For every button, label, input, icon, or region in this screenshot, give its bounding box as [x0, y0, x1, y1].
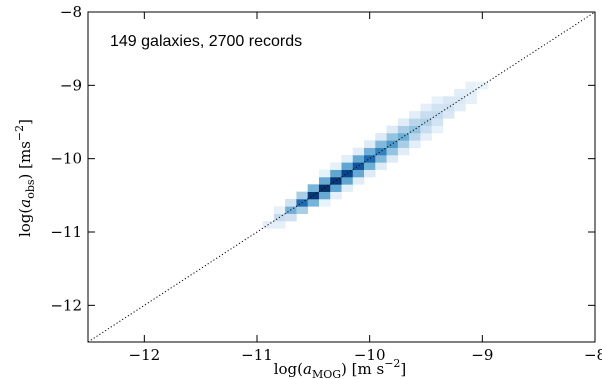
- heatmap-cell: [307, 184, 320, 192]
- heatmap-cell: [409, 140, 421, 148]
- heatmap-cell: [352, 155, 365, 163]
- heatmap-cell: [409, 111, 421, 119]
- y-axis-label: log(aobs) [ms−2]: [13, 119, 37, 237]
- plot-frame: [87, 11, 596, 343]
- heatmap-cell: [397, 125, 410, 134]
- heatmap-cell: [330, 184, 342, 192]
- heatmap-cell: [330, 191, 342, 200]
- heatmap-cell: [431, 118, 444, 126]
- heatmap-cell: [285, 213, 297, 222]
- heatmap-cell: [352, 169, 365, 178]
- heatmap-cell: [285, 199, 297, 207]
- heatmap-cell: [409, 118, 421, 126]
- heatmap-cell: [307, 199, 320, 207]
- identity-line: [87, 11, 596, 343]
- y-tick-label: −12: [50, 296, 82, 314]
- heatmap-cell: [386, 147, 399, 156]
- heatmap-cell: [442, 111, 455, 119]
- heatmap-cell: [296, 191, 308, 200]
- heatmap-cell: [330, 169, 342, 178]
- heatmap-cell: [352, 177, 365, 185]
- y-tick-label: −11: [50, 223, 82, 241]
- heatmap-cell: [364, 140, 376, 148]
- heatmap-cell: [386, 125, 399, 134]
- heatmap-cell: [318, 199, 331, 207]
- heatmap-cell: [397, 140, 410, 148]
- heatmap-cell: [465, 81, 477, 90]
- heatmap-cell: [273, 206, 286, 214]
- heatmap-cell: [341, 177, 354, 185]
- heatmap-cell: [442, 96, 455, 104]
- heatmap-cell: [341, 155, 354, 163]
- annotation-text: 149 galaxies, 2700 records: [110, 33, 302, 50]
- heatmap-cell: [341, 169, 354, 178]
- heatmap-cell: [454, 89, 466, 97]
- heatmap-cell: [364, 155, 376, 163]
- heatmap-cell: [364, 147, 376, 156]
- heatmap-cell: [397, 147, 410, 156]
- heatmap-cell: [431, 103, 444, 112]
- heatmap-cell: [420, 133, 432, 141]
- heatmap-cell: [420, 103, 432, 112]
- heatmap-cell: [442, 103, 455, 112]
- y-tick-label: −8: [60, 3, 82, 21]
- heatmap-cell: [386, 155, 399, 163]
- heatmap-cell: [352, 147, 365, 156]
- heatmap-cell: [409, 133, 421, 141]
- x-tick-label: −9: [471, 346, 493, 364]
- y-tick-label: −10: [50, 150, 82, 168]
- heatmap-cell: [341, 184, 354, 192]
- heatmap-cell: [465, 89, 477, 97]
- heatmap-cell: [364, 162, 376, 170]
- heatmap-cell: [375, 155, 387, 163]
- heatmap-cell: [476, 81, 489, 90]
- heatmap-cell: [330, 177, 342, 185]
- heatmap-cell: [431, 96, 444, 104]
- x-tick-label: −10: [354, 346, 386, 364]
- heatmap-cell: [296, 206, 308, 214]
- heatmap-cell: [375, 133, 387, 141]
- heatmap-cell: [318, 169, 331, 178]
- heatmap-cell: [318, 191, 331, 200]
- x-axis-label: log(aMOG) [m s−2]: [274, 357, 407, 379]
- heatmap-cell: [318, 177, 331, 185]
- heatmap-cell: [431, 125, 444, 134]
- heatmap-cell: [352, 162, 365, 170]
- heatmap-cell: [273, 221, 286, 229]
- heatmap-cell: [364, 169, 376, 178]
- heatmap-cell: [420, 111, 432, 119]
- heatmap-cell: [397, 118, 410, 126]
- heatmap-cell: [397, 133, 410, 141]
- heatmap-cell: [409, 125, 421, 134]
- heatmap-cell: [454, 96, 466, 104]
- heatmap-cell: [465, 96, 477, 104]
- heatmap-cell: [386, 140, 399, 148]
- heatmap-cell: [454, 103, 466, 112]
- heatmap-cell: [341, 162, 354, 170]
- heatmap-cell: [375, 140, 387, 148]
- x-axis-ticks: −12 −11 −10 −9 −8: [129, 12, 602, 364]
- heatmap-cell: [330, 162, 342, 170]
- y-tick-label: −9: [60, 76, 82, 94]
- heatmap-cell: [386, 133, 399, 141]
- x-tick-label: −8: [584, 346, 602, 364]
- y-axis-ticks: −12 −11 −10 −9 −8: [50, 3, 595, 314]
- x-tick-label: −12: [129, 346, 161, 364]
- x-tick-label: −11: [241, 346, 273, 364]
- heatmap-cell: [375, 162, 387, 170]
- heatmap-cell: [420, 125, 432, 134]
- heatmap-cell: [375, 147, 387, 156]
- heatmap-cell: [420, 118, 432, 126]
- heatmap-cell: [431, 111, 444, 119]
